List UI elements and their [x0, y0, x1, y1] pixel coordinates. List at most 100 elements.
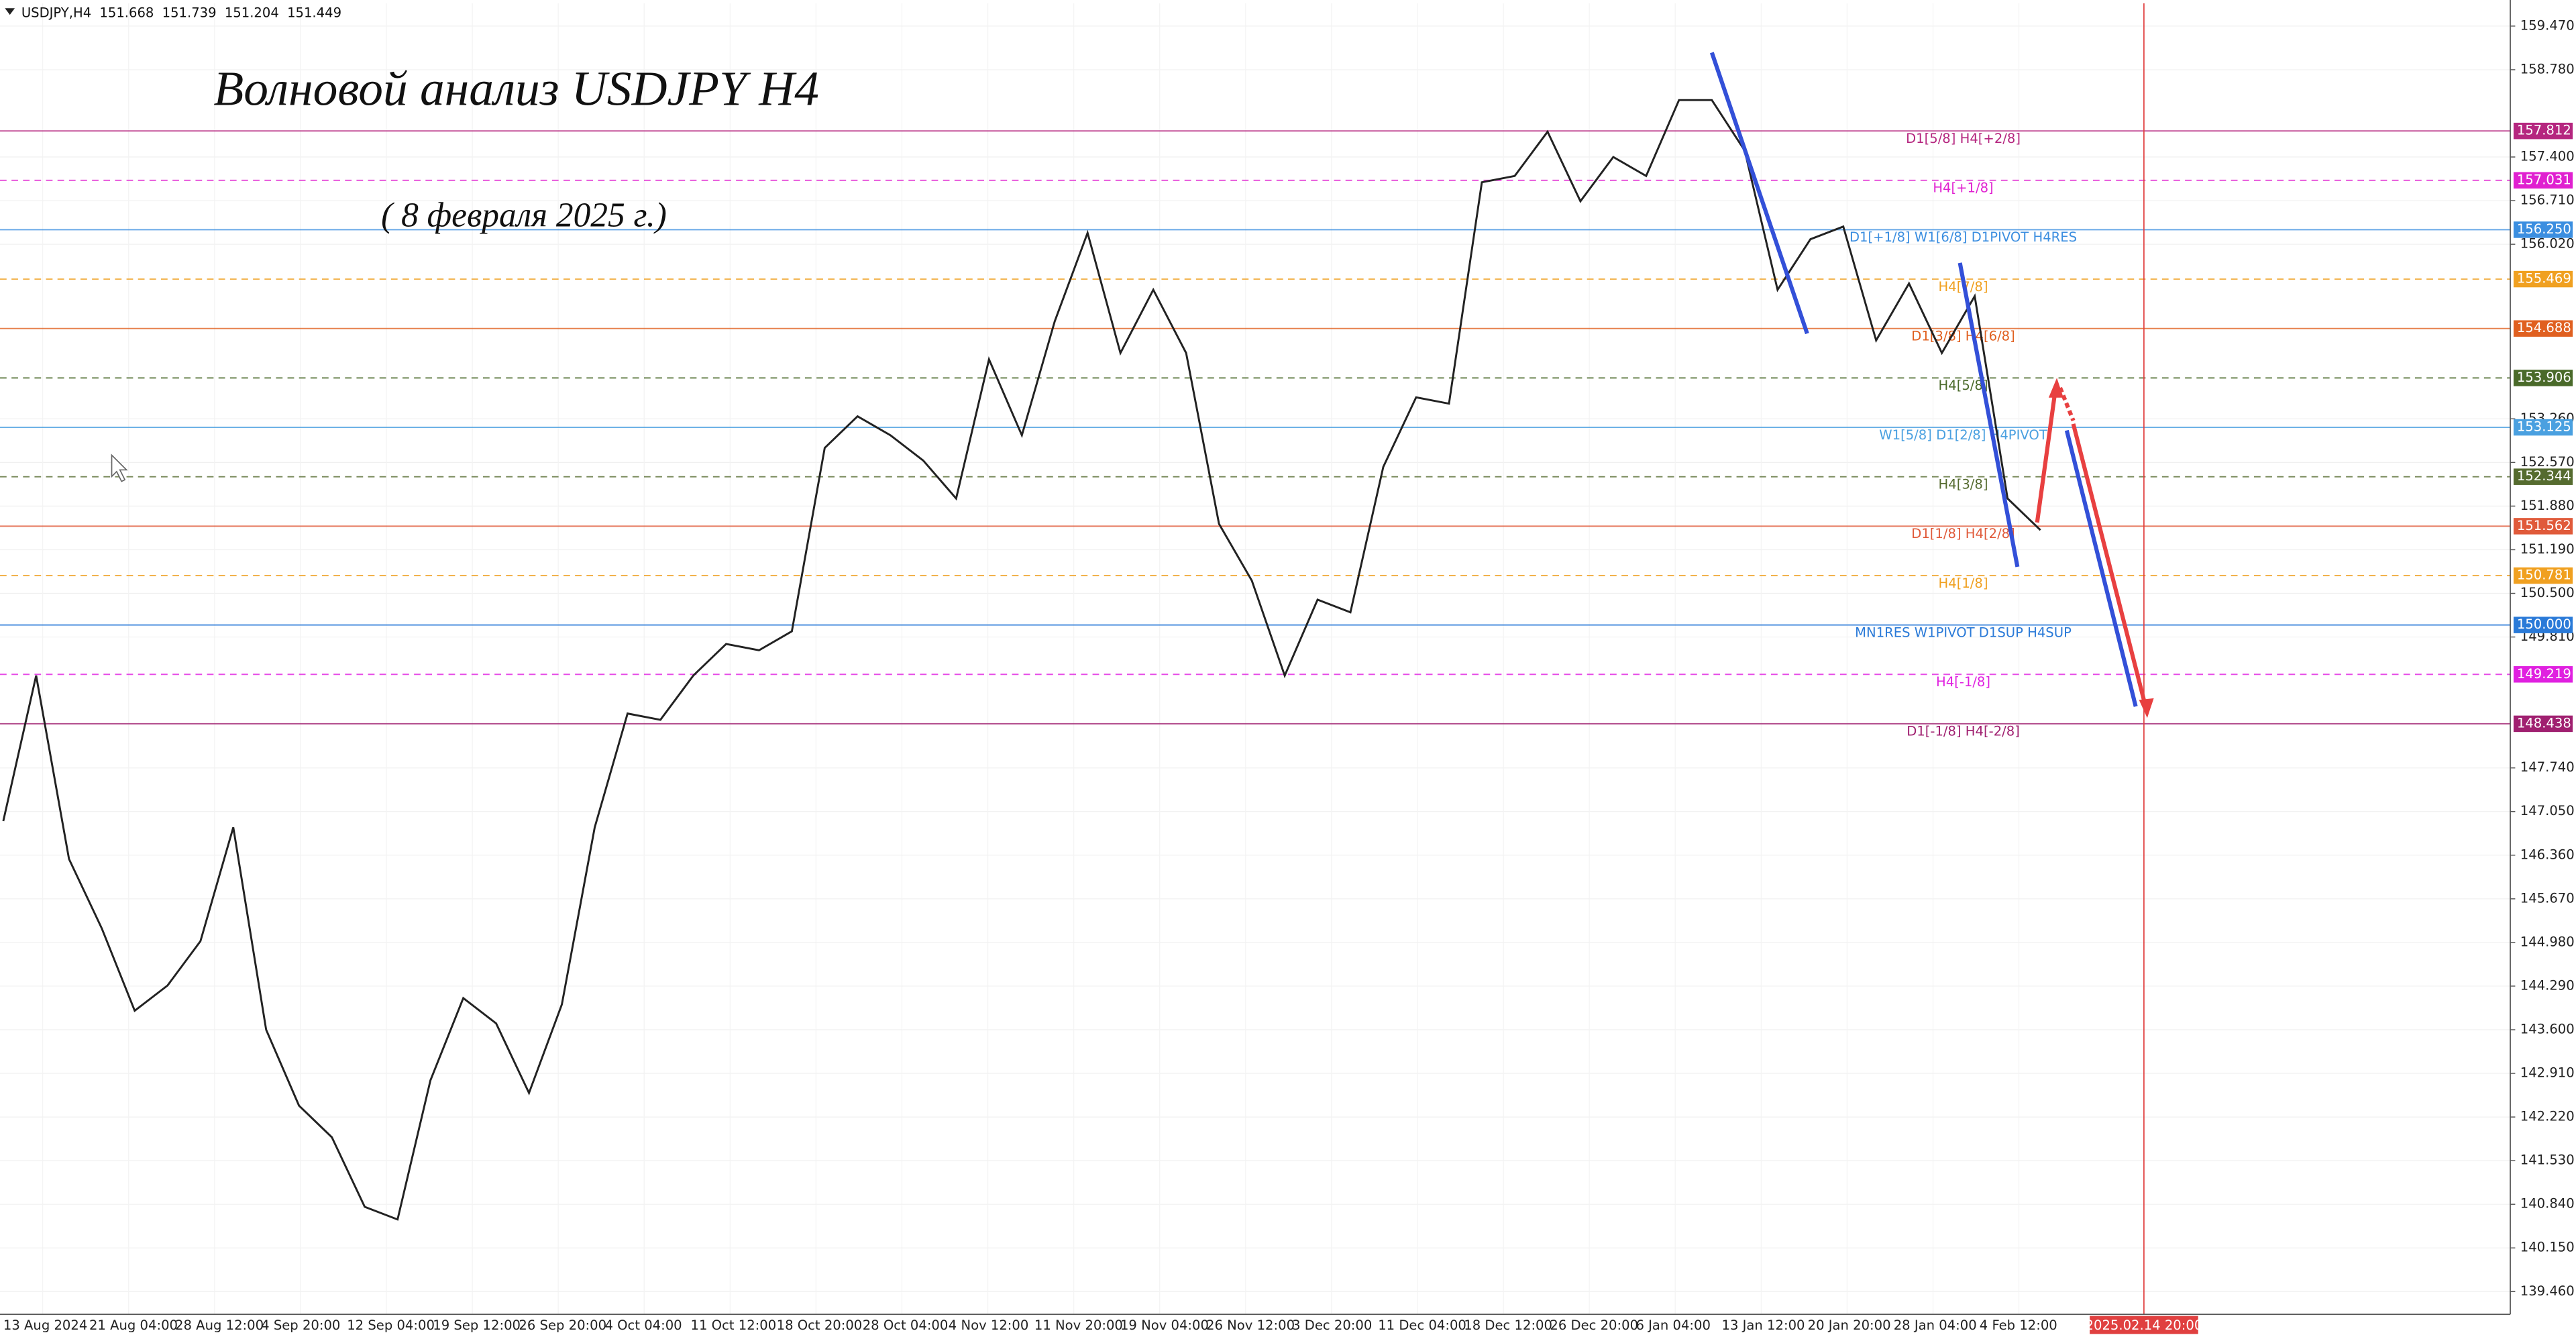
y-tick-label: 156.020	[2520, 236, 2575, 252]
y-tick-label: 156.710	[2520, 193, 2575, 208]
x-tick-label: 28 Oct 04:00	[863, 1318, 949, 1333]
header: USDJPY,H4 151.668 151.739 151.204 151.449	[21, 5, 341, 20]
level-label: W1[5/8] D1[2/8] H4PIVOT	[1879, 427, 2048, 443]
x-tick-label: 4 Feb 12:00	[1980, 1318, 2057, 1333]
wave-annotations	[1709, 52, 2154, 718]
cursor-time-bg	[2090, 1316, 2198, 1334]
y-tick-label: 142.910	[2520, 1065, 2575, 1081]
wave-line	[2064, 429, 2138, 707]
level-label: D1[3/8] H4[6/8]	[1911, 328, 2015, 343]
y-tick-label: 157.400	[2520, 149, 2575, 164]
level-label: H4[-1/8]	[1936, 674, 1990, 690]
x-tick-label: 4 Nov 12:00	[949, 1318, 1029, 1333]
chart-title: Волновой анализ USDJPY H4	[213, 61, 819, 115]
y-tick-label: 145.670	[2520, 890, 2575, 906]
price-tag-label: 157.812	[2517, 123, 2571, 138]
x-tick-label: 11 Oct 12:00	[691, 1318, 777, 1333]
y-tick-label: 144.290	[2520, 977, 2575, 993]
arrow-head	[2139, 698, 2154, 718]
x-tick-label: 28 Jan 04:00	[1894, 1318, 1977, 1333]
price-tag	[2513, 221, 2573, 238]
level-label: MN1RES W1PIVOT D1SUP H4SUP	[1855, 625, 2072, 640]
price-tag	[2513, 715, 2573, 733]
x-tick-label: 13 Aug 2024	[3, 1318, 87, 1333]
y-tick-label: 158.780	[2520, 61, 2575, 76]
y-tick-label: 146.360	[2520, 847, 2575, 862]
y-tick-label: 147.050	[2520, 803, 2575, 818]
x-tick-label: 13 Jan 12:00	[1722, 1318, 1805, 1333]
level-label: D1[+1/8] W1[6/8] D1PIVOT H4RES	[1849, 229, 2077, 245]
x-tick-label: 11 Nov 20:00	[1034, 1318, 1123, 1333]
price-tag-label: 149.219	[2517, 666, 2571, 682]
x-tick-label: 4 Oct 04:00	[604, 1318, 682, 1333]
x-tick-label: 26 Dec 20:00	[1550, 1318, 1638, 1333]
level-label: D1[-1/8] H4[-2/8]	[1907, 724, 2020, 739]
forecast-arrow	[2071, 423, 2148, 707]
x-tick-label: 21 Aug 04:00	[89, 1318, 178, 1333]
price-tag-label: 153.906	[2517, 370, 2571, 385]
price-tag-label: 157.031	[2517, 172, 2571, 187]
x-tick-label: 11 Dec 04:00	[1378, 1318, 1466, 1333]
level-label: D1[1/8] H4[2/8]	[1911, 526, 2015, 541]
x-tick-label: 19 Sep 12:00	[433, 1318, 521, 1333]
price-tag-label: 150.781	[2517, 568, 2571, 583]
price-tag-label: 152.344	[2517, 468, 2571, 484]
price-tag	[2513, 468, 2573, 485]
level-label: H4[5/8]	[1939, 378, 1988, 393]
forecast-arrow	[2058, 386, 2076, 422]
price-tag	[2513, 122, 2573, 140]
y-tick-label: 140.840	[2520, 1196, 2575, 1212]
y-tick-label: 139.460	[2520, 1283, 2575, 1299]
y-tick-label: 150.500	[2520, 585, 2575, 600]
level-label: D1[5/8] H4[+2/8]	[1906, 131, 2021, 146]
y-tick-label: 141.530	[2520, 1153, 2575, 1168]
x-tick-label: 12 Sep 04:00	[347, 1318, 435, 1333]
x-tick-label: 6 Jan 04:00	[1635, 1318, 1711, 1333]
cursor-time: 2025.02.14 20:00	[2086, 1318, 2203, 1333]
price-tag	[2513, 172, 2573, 189]
y-tick-label: 142.220	[2520, 1109, 2575, 1124]
price-tag-label: 148.438	[2517, 715, 2571, 731]
header-icon	[5, 8, 15, 15]
price-tag	[2513, 617, 2573, 633]
levels: D1[5/8] H4[+2/8] H4[+1/8] D1[+1/8] W1[6/8]…	[0, 130, 2511, 739]
grid	[0, 3, 2511, 1315]
x-tick-label: 28 Aug 12:00	[175, 1318, 264, 1333]
x-tick-label: 19 Nov 04:00	[1120, 1318, 1209, 1333]
x-tick-label: 26 Nov 12:00	[1206, 1318, 1295, 1333]
arrow-head	[2048, 378, 2063, 398]
x-tick-label: 3 Dec 20:00	[1292, 1318, 1372, 1333]
mouse-cursor	[111, 453, 128, 482]
price-tag-label: 156.250	[2517, 221, 2571, 237]
price-tag	[2513, 370, 2573, 386]
wave-line	[1957, 262, 2020, 568]
y-tick-label: 143.600	[2520, 1021, 2575, 1036]
price-tag	[2513, 567, 2573, 584]
x-tick-label: 18 Oct 20:00	[777, 1318, 863, 1333]
price-tag	[2513, 419, 2573, 436]
price-line	[2, 99, 2041, 1221]
level-label: H4[3/8]	[1939, 476, 1988, 492]
level-label: H4[1/8]	[1939, 576, 1988, 591]
price-tag-label: 153.125	[2517, 419, 2571, 435]
wave-line	[1709, 52, 1809, 335]
series	[2, 99, 2041, 1221]
price-tag-label: 154.688	[2517, 320, 2571, 335]
x-tick-label: 26 Sep 20:00	[519, 1318, 606, 1333]
x-tick-label: 4 Sep 20:00	[261, 1318, 340, 1333]
symbol: USDJPY,H4	[21, 5, 91, 20]
axes: 139.460 140.150 140.840 141.530 142.220 142.9…	[3, 17, 2575, 1334]
y-tick-label: 151.190	[2520, 541, 2575, 557]
price-tag	[2513, 320, 2573, 337]
y-tick-label: 159.470	[2520, 17, 2575, 33]
ohlc-value: 151.739	[162, 5, 217, 20]
price-tag-label: 150.000	[2517, 617, 2571, 632]
y-tick-label: 147.740	[2520, 759, 2575, 775]
y-tick-label: 144.980	[2520, 934, 2575, 949]
y-tick-label: 152.570	[2520, 454, 2575, 470]
price-tag	[2513, 666, 2573, 683]
ohlc-value: 151.449	[287, 5, 341, 20]
ohlc-value: 151.668	[99, 5, 154, 20]
level-label: H4[+1/8]	[1933, 180, 1993, 196]
